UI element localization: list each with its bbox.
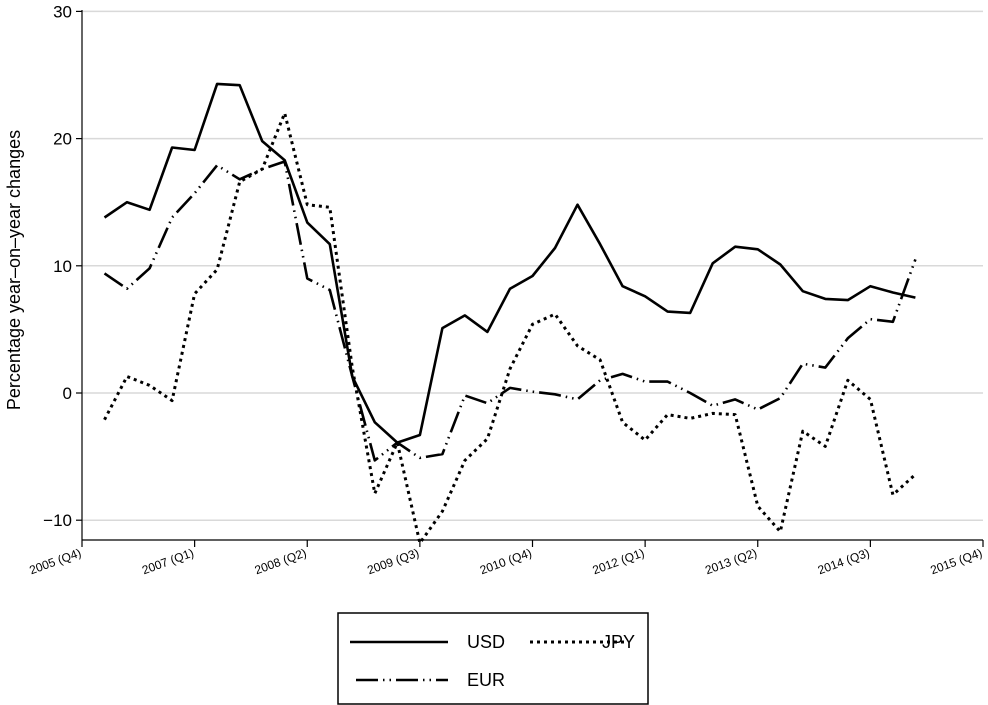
legend-label-usd: USD: [467, 632, 505, 652]
series-lines: [103, 82, 917, 545]
axes: −10 0 10 20 30 2005 (Q4) 2007 (Q1) 2008 (Q2) 200…: [27, 2, 984, 577]
x-tick-label: 2010 (Q4): [478, 546, 534, 578]
legend-label-eur: EUR: [467, 670, 505, 690]
series-line-usd: [103, 82, 916, 444]
x-tick-label: 2014 (Q3): [816, 546, 872, 578]
x-tick-label: 2015 (Q4): [928, 546, 984, 578]
series-line-jpy: [103, 111, 917, 545]
y-axis-label: Percentage year–on–year changes: [4, 130, 24, 410]
x-tick-label: 2009 (Q3): [365, 546, 421, 578]
x-tick-label: 2005 (Q4): [27, 546, 83, 578]
y-tick-label: 10: [53, 257, 72, 276]
y-tick-label: 20: [53, 130, 72, 149]
x-tick-label: 2008 (Q2): [253, 546, 309, 578]
legend-label-jpy: JPY: [602, 632, 635, 652]
gridlines: [82, 10, 983, 521]
y-tick-label: 0: [63, 384, 72, 403]
y-tick-label: 30: [53, 2, 72, 21]
x-tick-label: 2012 (Q1): [591, 546, 647, 578]
series-line-eur: [103, 160, 917, 462]
x-tick-label: 2013 (Q2): [703, 546, 759, 578]
x-tick-label: 2007 (Q1): [140, 546, 196, 578]
legend-box: [337, 612, 649, 705]
y-tick-label: −10: [43, 511, 72, 530]
legend: USD EUR JPY: [337, 612, 649, 705]
